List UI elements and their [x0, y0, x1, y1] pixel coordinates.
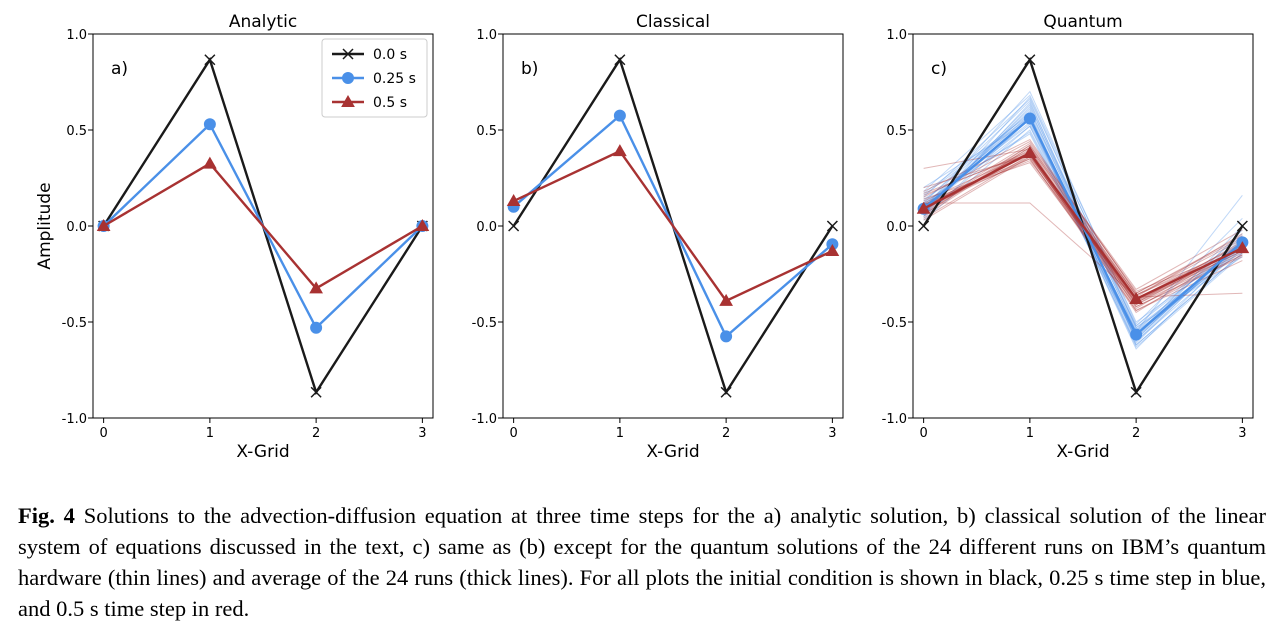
x-tick-label: 2: [1132, 426, 1140, 441]
panel-title: Classical: [636, 12, 710, 32]
y-tick-label: -0.5: [472, 316, 497, 331]
y-tick-label: 0.0: [886, 220, 907, 235]
data-point-1: [721, 331, 732, 342]
x-axis-label: X-Grid: [1056, 442, 1109, 462]
data-point-0: [509, 221, 519, 231]
y-tick-label: 0.0: [66, 220, 87, 235]
x-tick-label: 1: [616, 426, 624, 441]
y-tick-label: -0.5: [62, 316, 87, 331]
caption-text: Solutions to the advection-diffusion equ…: [18, 503, 1266, 621]
legend-entry: 0.5 s: [373, 95, 407, 111]
data-point-1: [614, 110, 625, 121]
panel-3: 1.0 0.5 0.0 -0.5 -1.0 0 1 2 3 Quantum c) X-Grid: [882, 12, 1253, 462]
panel-title: Quantum: [1043, 12, 1122, 32]
legend: 0.0 s 0.25 s 0.5 s: [322, 39, 427, 117]
panel-2: 1.0 0.5 0.0 -0.5 -1.0 0 1 2 3 Classical b) X-Grid: [472, 12, 843, 462]
figure: 1.0 0.5 0.0 -0.5 -1.0 0 1 2 3 Analytic a) X-Grid Amp…: [0, 0, 1282, 490]
x-tick-label: 0: [99, 426, 107, 441]
x-tick-label: 0: [509, 426, 517, 441]
y-tick-label: 0.5: [886, 124, 907, 139]
data-point-1: [311, 322, 322, 333]
legend-entry: 0.25 s: [373, 71, 416, 87]
x-tick-label: 1: [1026, 426, 1034, 441]
data-point-2: [204, 158, 216, 169]
caption-label: Fig. 4: [18, 503, 75, 528]
legend-marker: [343, 73, 354, 84]
series-line-2: [104, 164, 423, 289]
data-point-1: [1024, 113, 1035, 124]
y-tick-label: 1.0: [476, 28, 497, 43]
x-tick-label: 3: [1238, 426, 1246, 441]
legend-entry: 0.0 s: [373, 47, 407, 63]
y-tick-label: -0.5: [882, 316, 907, 331]
y-tick-label: 0.0: [476, 220, 497, 235]
x-axis-label: X-Grid: [646, 442, 699, 462]
y-tick-label: 1.0: [66, 28, 87, 43]
y-tick-label: 0.5: [476, 124, 497, 139]
x-tick-label: 2: [312, 426, 320, 441]
y-tick-label: 1.0: [886, 28, 907, 43]
panel-title: Analytic: [229, 12, 297, 32]
series-line-2: [514, 151, 833, 301]
data-point-1: [1131, 329, 1142, 340]
data-point-0: [827, 221, 837, 231]
x-tick-label: 3: [418, 426, 426, 441]
panel-1: 1.0 0.5 0.0 -0.5 -1.0 0 1 2 3 Analytic a) X-Grid Amp…: [35, 12, 433, 462]
x-tick-label: 3: [828, 426, 836, 441]
data-point-0: [1237, 221, 1247, 231]
x-axis-label: X-Grid: [236, 442, 289, 462]
panel-label: a): [111, 59, 128, 79]
y-axis-label: Amplitude: [35, 182, 55, 269]
panel-label: b): [521, 59, 538, 79]
y-tick-label: -1.0: [882, 412, 907, 427]
data-point-1: [204, 119, 215, 130]
figure-caption: Fig. 4 Solutions to the advection-diffus…: [18, 500, 1266, 624]
data-point-0: [919, 221, 929, 231]
x-tick-label: 2: [722, 426, 730, 441]
run-line-blue: [924, 97, 1243, 327]
run-line-blue: [924, 126, 1243, 345]
y-tick-label: 0.5: [66, 124, 87, 139]
y-tick-label: -1.0: [62, 412, 87, 427]
x-tick-label: 1: [206, 426, 214, 441]
x-tick-label: 0: [919, 426, 927, 441]
data-point-2: [614, 145, 626, 156]
y-tick-label: -1.0: [472, 412, 497, 427]
panel-label: c): [931, 59, 947, 79]
